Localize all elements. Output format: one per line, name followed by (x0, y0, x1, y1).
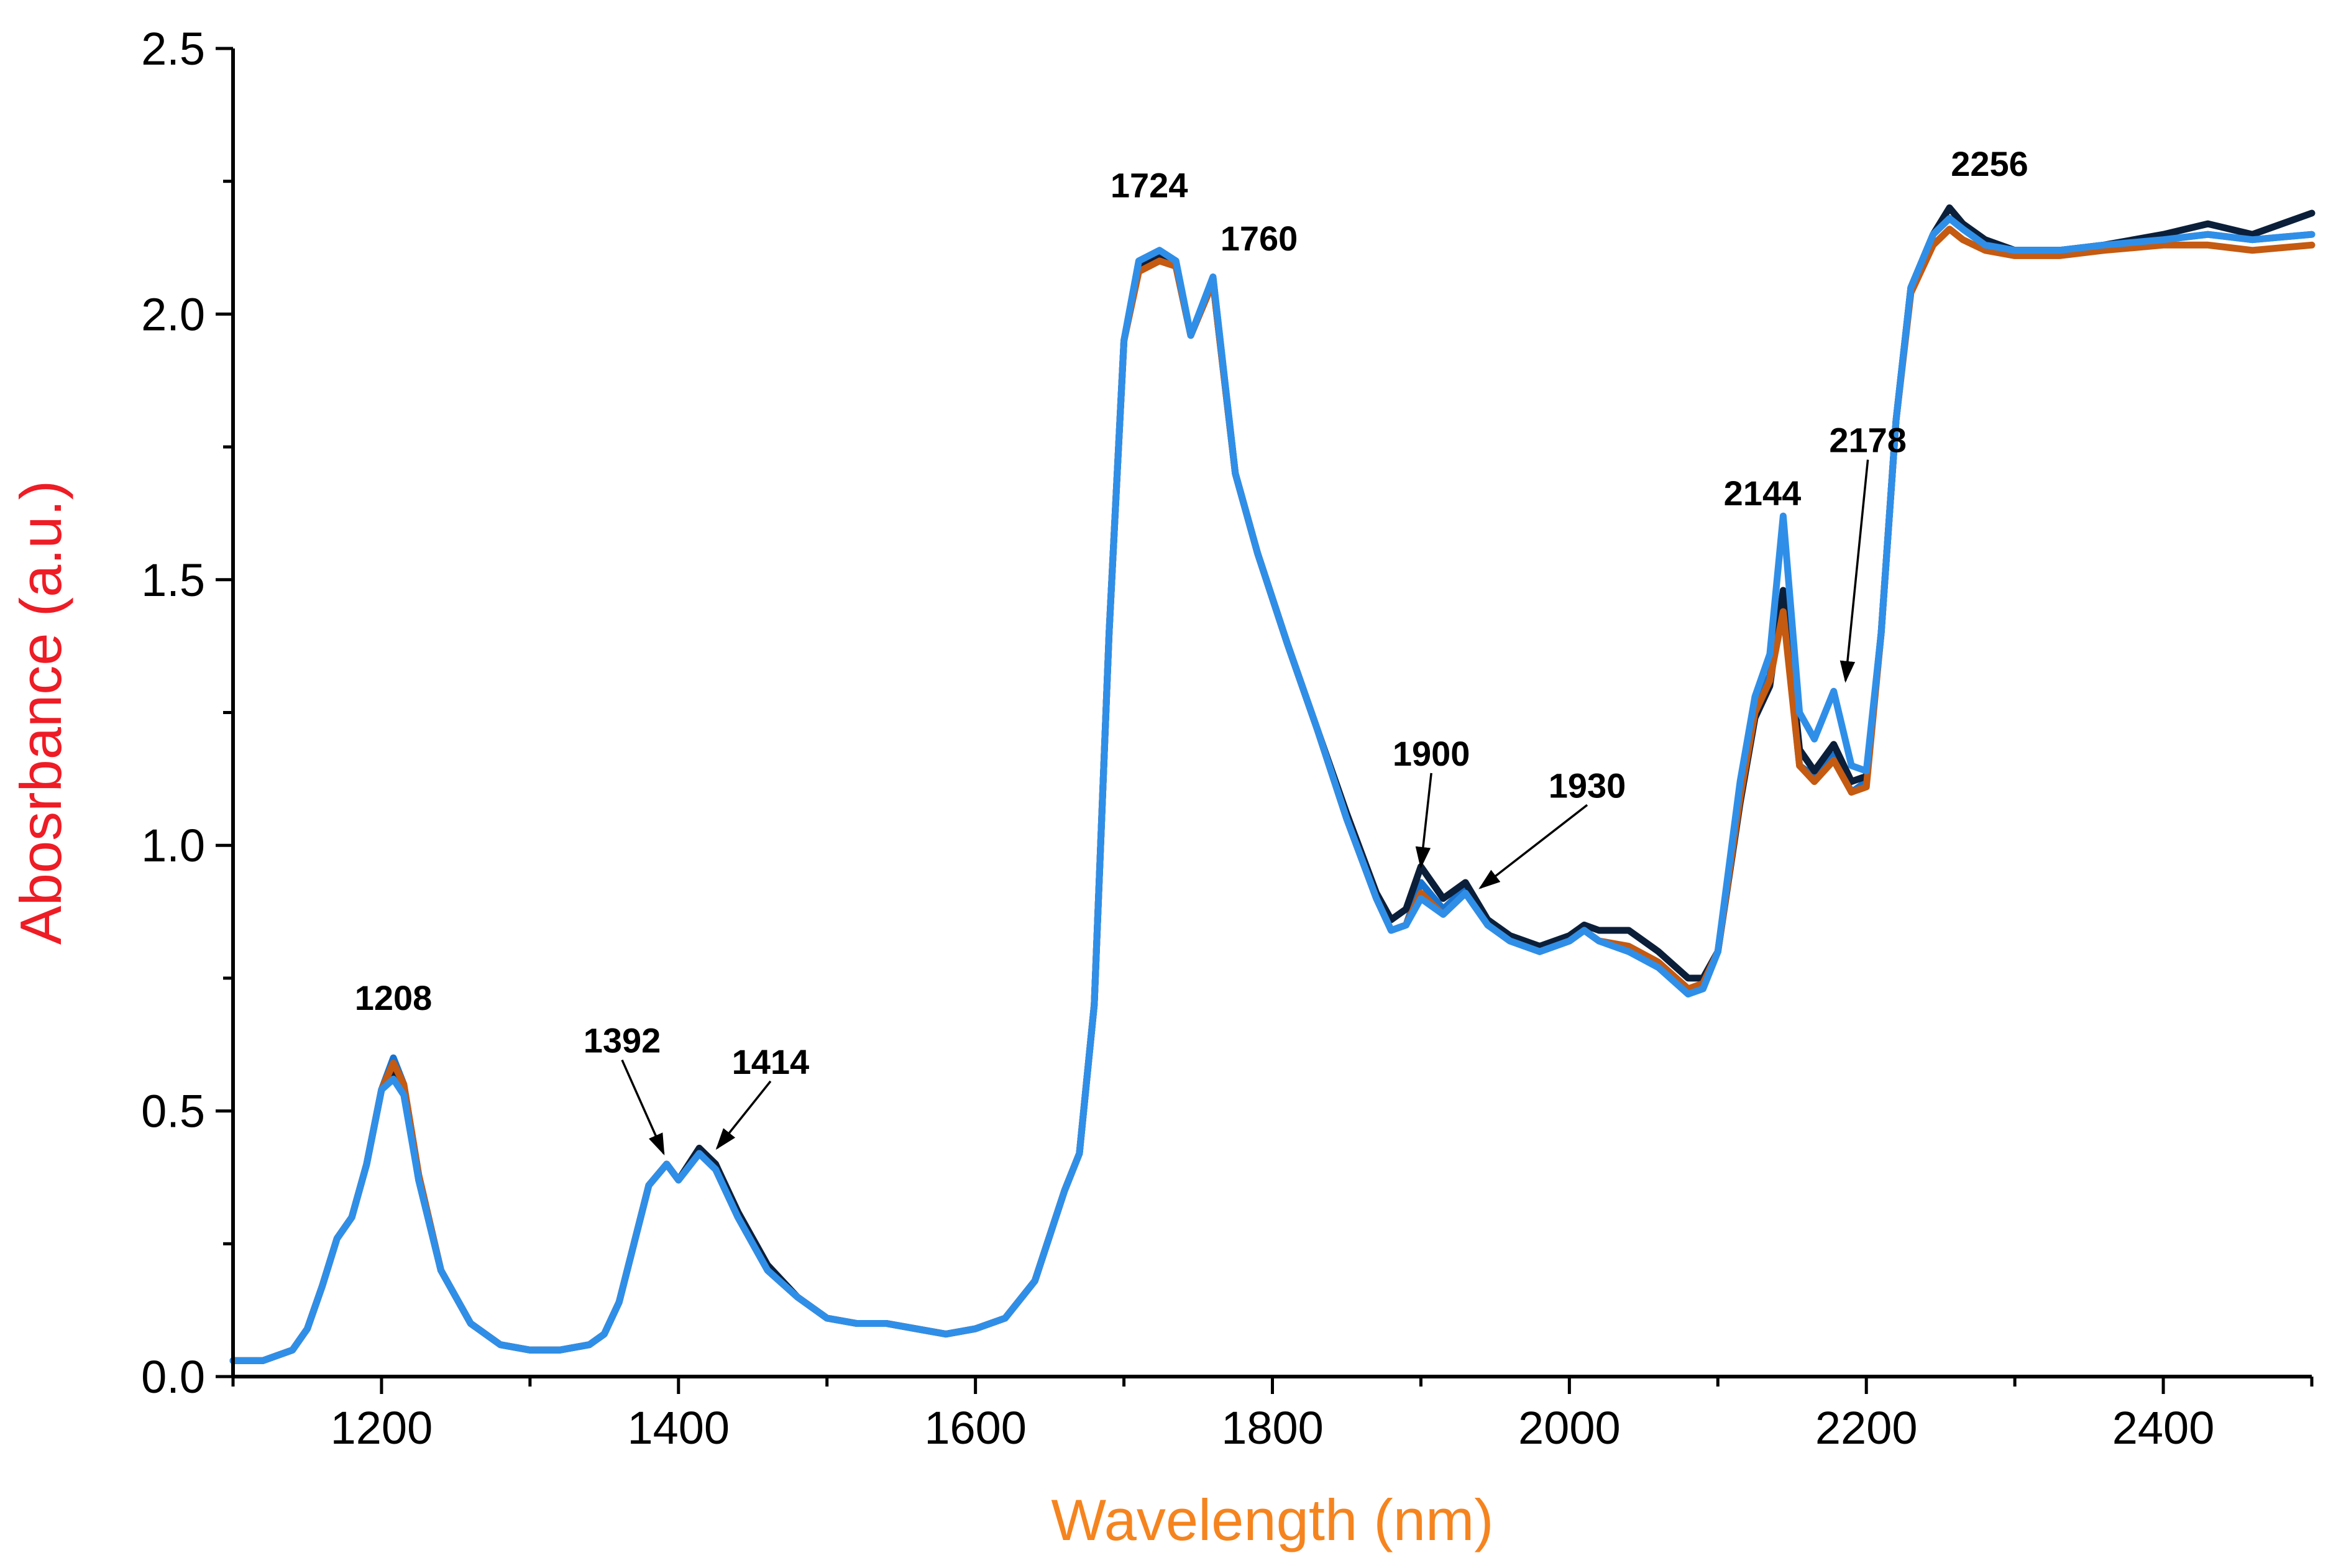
y-axis-title: Abosrbance (a.u.) (8, 480, 73, 945)
y-tick-label: 2.5 (141, 23, 205, 75)
x-tick-label: 2200 (1815, 1402, 1918, 1454)
y-tick-label: 1.0 (141, 820, 205, 871)
peak-label: 1392 (584, 1021, 661, 1060)
spectrum-line-2 (229, 204, 2316, 1364)
spectrum-line-3 (229, 226, 2316, 1364)
spectrum-line-4 (229, 215, 2316, 1364)
peak-arrow (715, 1080, 772, 1150)
peak-label: 1900 (1393, 734, 1470, 773)
x-tick-label: 2400 (2112, 1402, 2215, 1454)
peak-label: 1724 (1111, 165, 1188, 204)
peak-arrow (1839, 459, 1869, 683)
x-axis-title: Wavelength (nm) (1051, 1487, 1493, 1552)
y-tick-label: 1.5 (141, 554, 205, 606)
x-tick-label: 1600 (924, 1402, 1027, 1454)
x-tick-label: 1800 (1221, 1402, 1324, 1454)
peak-annotations: 1208 1392 1414 1724 1760 1900 1930 2144 2178 2256 (355, 144, 2028, 1156)
peak-label: 1760 (1221, 219, 1298, 258)
peak-arrow (621, 1059, 665, 1156)
peak-label: 2178 (1829, 421, 1907, 460)
y-tick-label: 0.5 (141, 1086, 205, 1137)
y-tick-label: 0.0 (141, 1351, 205, 1403)
peak-label: 2256 (1951, 144, 2028, 183)
peak-arrow (1478, 804, 1588, 889)
x-tick-label: 1200 (331, 1402, 433, 1454)
peak-arrow (1415, 773, 1432, 869)
ticks: 1200 1400 1600 1800 2000 2200 2400 0.0 0.5 1.0 1.5… (141, 23, 2314, 1454)
x-tick-label: 1400 (627, 1402, 730, 1454)
spectrum-line-1 (229, 215, 2316, 1364)
series-lines (229, 204, 2316, 1364)
y-tick-label: 2.0 (141, 288, 205, 340)
peak-label: 2144 (1724, 474, 1802, 513)
peak-label: 1208 (355, 978, 433, 1017)
peak-label: 1414 (732, 1042, 810, 1081)
x-tick-label: 2000 (1518, 1402, 1621, 1454)
peak-label: 1930 (1549, 766, 1626, 805)
